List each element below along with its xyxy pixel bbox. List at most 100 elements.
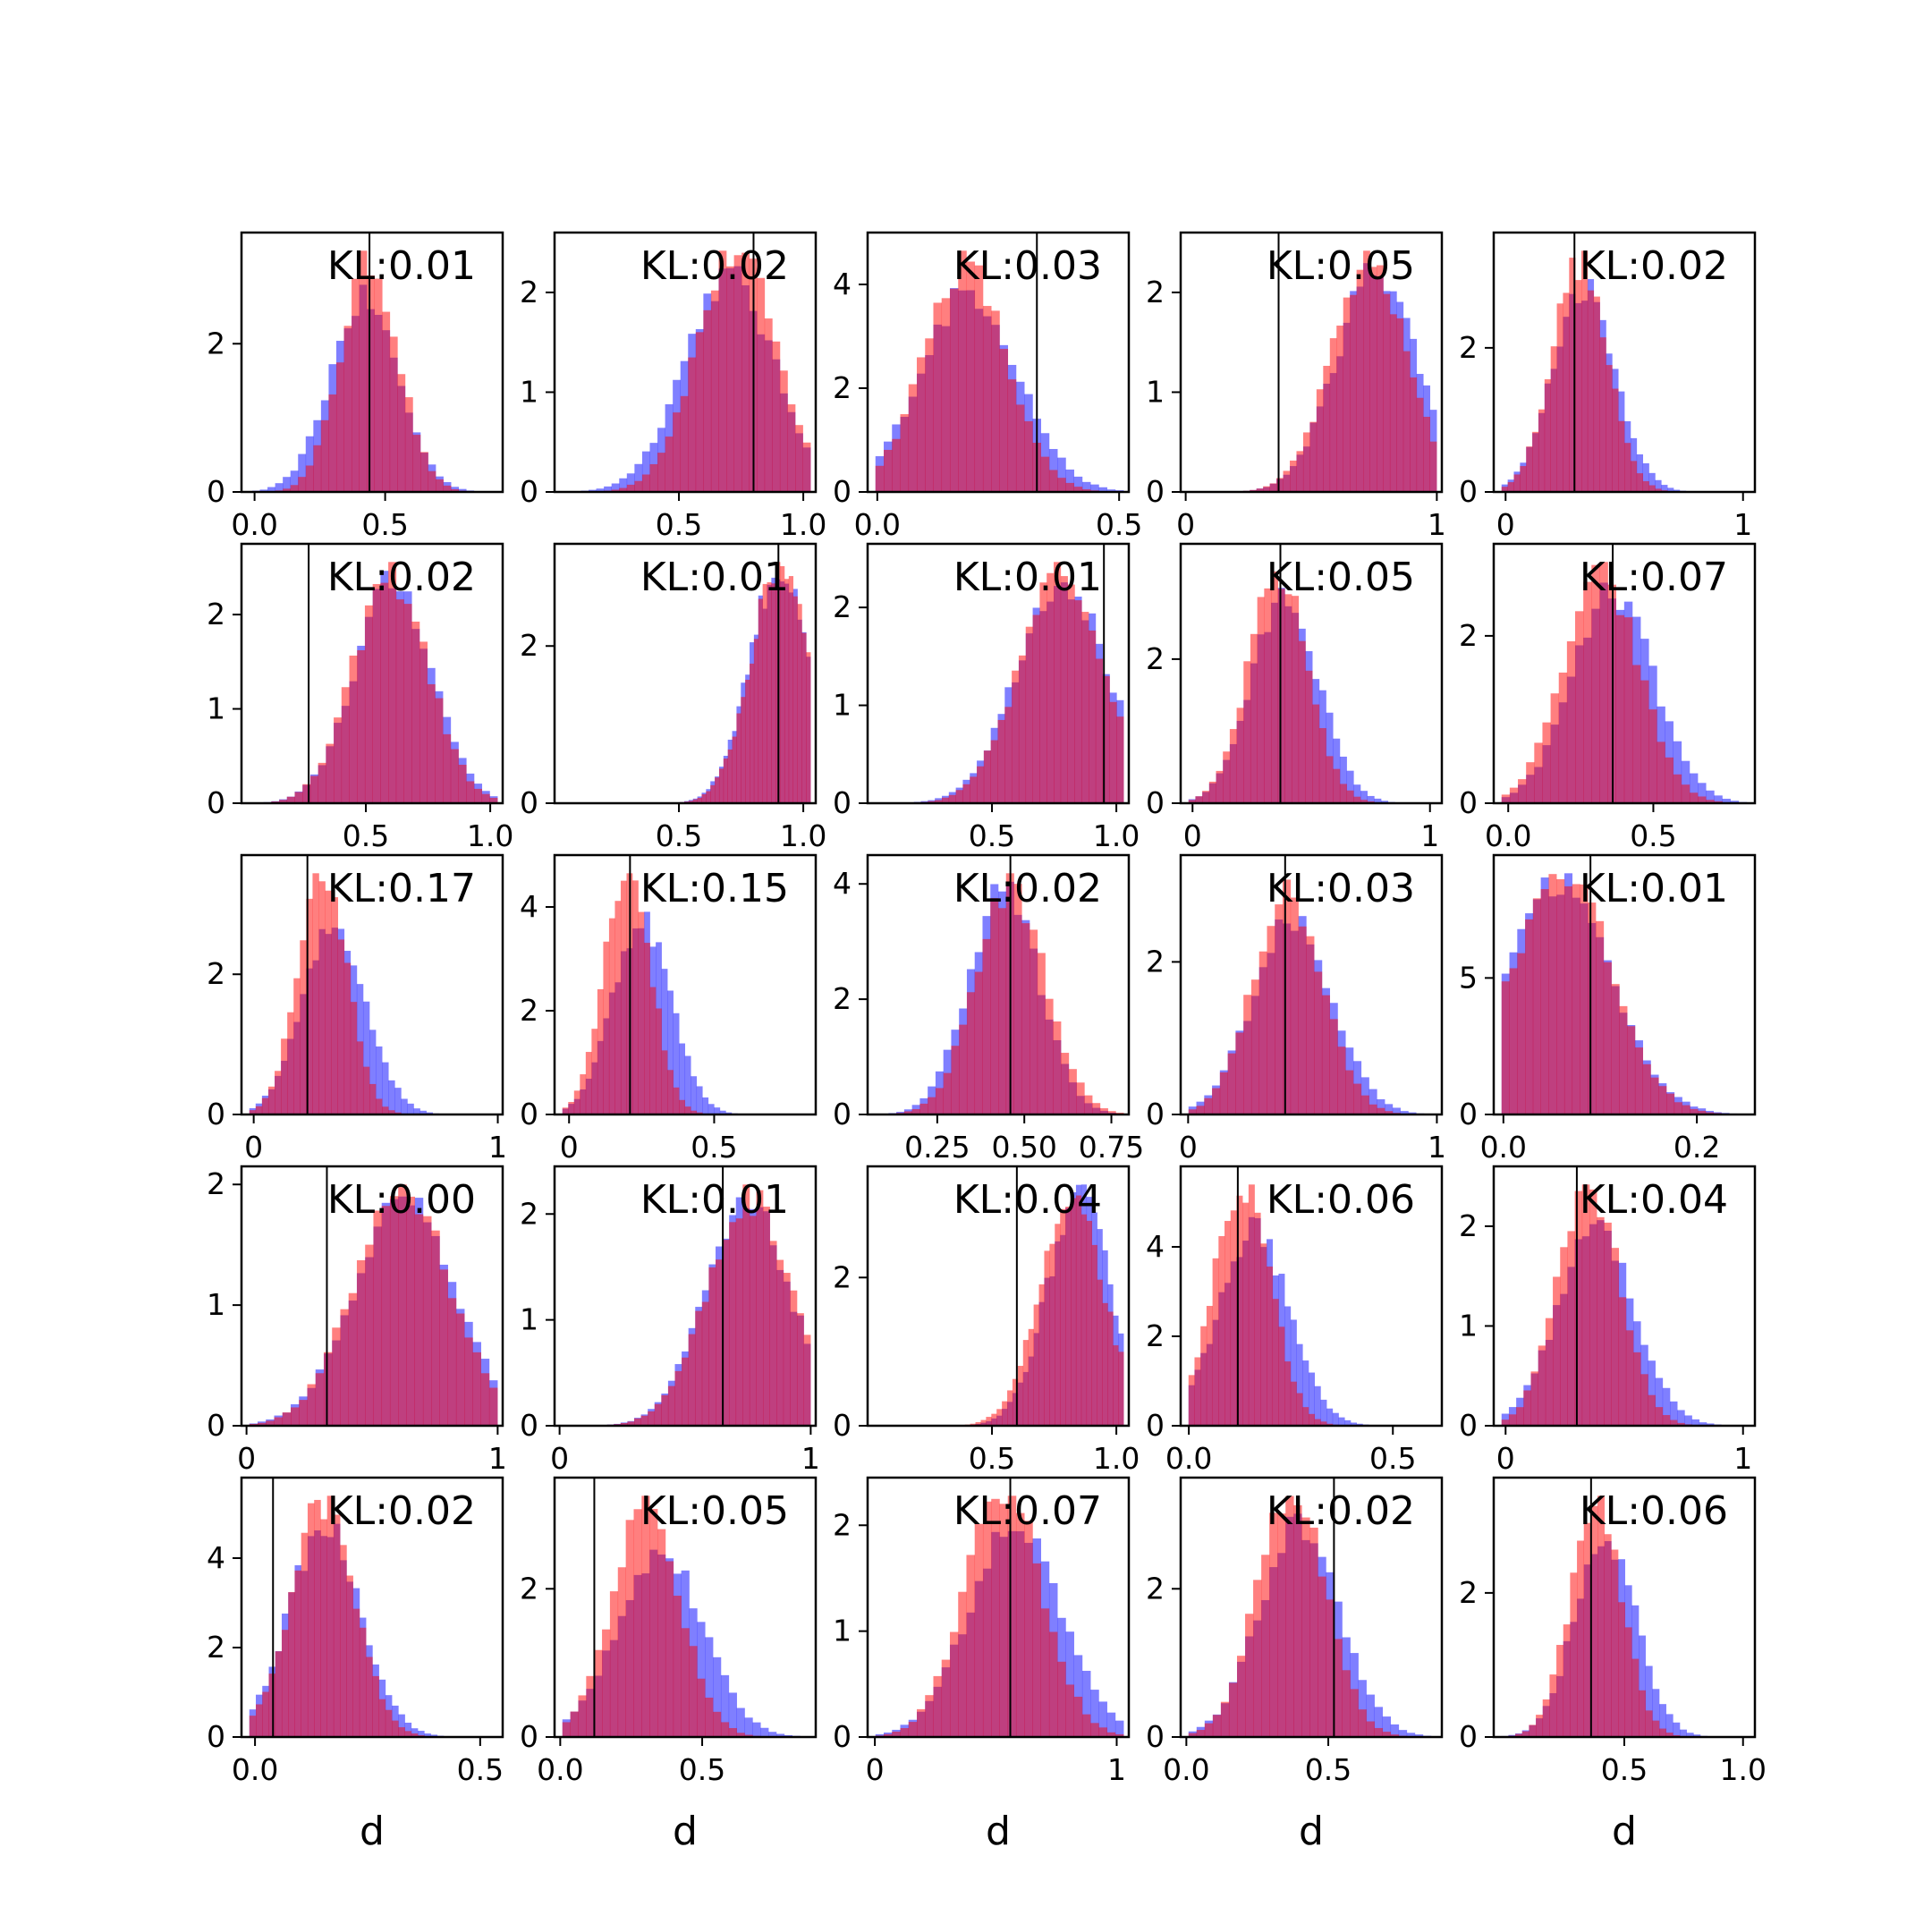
histogram-bars xyxy=(964,1184,1124,1426)
bar-series-red xyxy=(1206,1306,1213,1426)
bar-series-red xyxy=(350,1002,358,1114)
bar-series-blue xyxy=(1400,1111,1409,1114)
bar-series-red xyxy=(1345,1070,1354,1114)
bar-series-red xyxy=(1081,612,1089,803)
bar-series-blue xyxy=(1302,1360,1309,1426)
bar-series-blue xyxy=(714,1107,721,1114)
bar-series-red xyxy=(359,250,368,492)
y-tick-label: 0 xyxy=(1459,474,1478,509)
bar-series-blue xyxy=(1636,453,1643,492)
bar-series-blue xyxy=(1353,784,1361,803)
bar-series-red xyxy=(466,781,475,803)
bar-series-blue xyxy=(1065,1631,1074,1737)
y-tick-label: 0 xyxy=(1459,1719,1478,1754)
bar-series-red xyxy=(1309,1527,1318,1737)
bar-series-red xyxy=(389,1196,399,1426)
bar-series-red xyxy=(1095,658,1104,803)
bar-series-blue xyxy=(1098,487,1107,492)
bar-series-red xyxy=(1596,920,1605,1114)
bar-series-red xyxy=(726,266,734,492)
bar-series-blue xyxy=(1385,1104,1394,1114)
y-tick-label: 2 xyxy=(207,1166,225,1201)
bar-series-blue xyxy=(661,969,668,1114)
bar-series-red xyxy=(411,1733,419,1737)
bar-series-red xyxy=(900,414,910,492)
bar-series-red xyxy=(682,1357,689,1426)
bar-series-blue xyxy=(1730,801,1740,803)
bar-series-red xyxy=(614,901,622,1114)
y-tick-label: 2 xyxy=(207,597,225,631)
bar-series-blue xyxy=(1308,1372,1316,1426)
bar-series-blue xyxy=(1073,476,1083,492)
x-tick-label: 0.0 xyxy=(537,1752,583,1787)
axes-frame xyxy=(1179,231,1444,494)
bar-series-red xyxy=(1630,461,1638,492)
bar-series-red xyxy=(1298,640,1306,803)
bar-series-blue xyxy=(768,1732,777,1737)
bar-series-red xyxy=(1542,1699,1550,1737)
x-tick-label: 0 xyxy=(1496,507,1515,542)
kl-annotation: KL:0.17 xyxy=(327,866,476,911)
bar-series-red xyxy=(1248,1184,1255,1426)
bar-series-red xyxy=(1581,250,1589,492)
bar-series-red xyxy=(1116,716,1124,803)
bar-series-red xyxy=(1517,953,1526,1114)
bar-series-red xyxy=(1204,1097,1213,1114)
bar-series-red xyxy=(340,1309,350,1426)
bar-series-blue xyxy=(1648,472,1656,492)
bar-series-red xyxy=(941,1659,951,1737)
bar-series-red xyxy=(359,1627,367,1737)
bar-series-red xyxy=(323,1352,333,1426)
bar-series-blue xyxy=(1338,1417,1345,1426)
bar-series-red xyxy=(1065,1684,1074,1737)
bar-series-red xyxy=(343,962,352,1114)
bar-series-red xyxy=(1526,762,1535,803)
bar-series-red xyxy=(1224,1221,1232,1426)
bar-series-blue xyxy=(1098,1701,1107,1737)
histogram-bars xyxy=(1501,873,1738,1114)
bar-series-red xyxy=(352,278,360,492)
bar-series-red xyxy=(722,1240,730,1426)
bar-series-red xyxy=(1631,1658,1640,1737)
bar-series-red xyxy=(925,338,934,492)
kl-annotation: KL:0.01 xyxy=(640,555,789,600)
bar-series-red xyxy=(1216,770,1224,803)
panel: 0.25 0.50 0.75 0 2 4 KL:0.02 xyxy=(833,853,1144,1165)
bar-series-red xyxy=(753,639,759,803)
bar-series-red xyxy=(1642,1063,1651,1114)
bar-series-blue xyxy=(1332,1412,1339,1426)
axes-frame xyxy=(866,1165,1131,1428)
bar-series-blue xyxy=(1106,1712,1116,1737)
histogram-bars xyxy=(580,250,811,492)
bar-series-red xyxy=(1588,902,1597,1114)
bar-series-red xyxy=(736,1733,745,1737)
bar-series-red xyxy=(1665,757,1674,803)
histogram-bars xyxy=(606,1184,811,1426)
bar-series-blue xyxy=(1681,760,1690,803)
bar-series-red xyxy=(990,898,999,1114)
bar-series-red xyxy=(300,940,307,1114)
bar-series-blue xyxy=(1350,1422,1357,1426)
bar-series-red xyxy=(1698,796,1707,803)
axes-frame xyxy=(240,542,504,805)
bar-series-blue xyxy=(1661,485,1668,492)
bar-series-blue xyxy=(283,477,292,492)
bar-series-blue xyxy=(1377,1099,1385,1114)
bar-series-red xyxy=(1302,432,1310,492)
panel: 0 1 0 1 2 KL:0.00 xyxy=(207,1165,507,1476)
x-tick-label: 0.5 xyxy=(457,1752,504,1787)
histogram-bars xyxy=(249,1184,498,1426)
bar-series-red xyxy=(395,599,404,803)
bar-series-red xyxy=(1402,351,1411,492)
y-tick-label: 2 xyxy=(833,1259,852,1294)
bar-series-red xyxy=(1243,661,1251,803)
bar-series-red xyxy=(1353,1083,1362,1114)
bar-series-red xyxy=(1682,1105,1690,1114)
bar-series-red xyxy=(602,1629,611,1737)
bar-series-blue xyxy=(1360,791,1368,803)
bar-series-blue xyxy=(1390,1724,1400,1737)
y-tick-label: 0 xyxy=(207,785,225,820)
bar-series-red xyxy=(279,800,288,803)
bar-series-blue xyxy=(713,1657,722,1737)
